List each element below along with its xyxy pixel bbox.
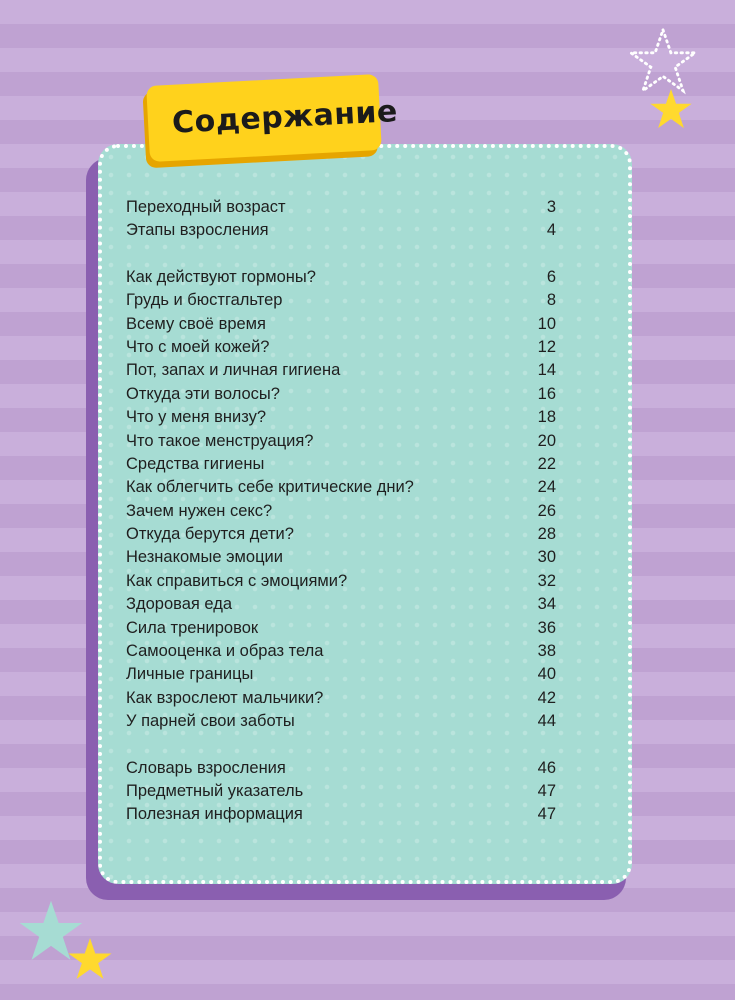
toc-entry[interactable]: Откуда эти волосы? 16: [126, 383, 556, 406]
toc-entry[interactable]: Что у меня внизу? 18: [126, 406, 556, 429]
toc-entry-title: Как взрослеют мальчики?: [126, 688, 324, 707]
toc-entry[interactable]: Всему своё время 10: [126, 313, 556, 336]
toc-entry-page: 3: [546, 198, 556, 216]
toc-entry-title: Всему своё время: [126, 314, 266, 333]
toc-entry-page: 47: [537, 805, 556, 824]
toc-entry[interactable]: Пот, запах и личная гигиена 14: [126, 359, 556, 382]
toc-entry-page: 32: [537, 571, 556, 590]
toc-entry[interactable]: Как справиться с эмоциями? 32: [126, 570, 556, 593]
toc-entry-page: 36: [537, 618, 556, 637]
toc-entry-page: 24: [537, 478, 556, 497]
toc-entry[interactable]: Сила тренировок 36: [126, 617, 556, 640]
table-of-contents: Переходный возраст 3 Этапы взросления 4 Как …: [126, 196, 556, 850]
toc-group: Переходный возраст 3 Этапы взросления 4: [126, 196, 556, 243]
toc-entry-page: 42: [537, 688, 556, 707]
toc-entry[interactable]: Здоровая еда 34: [126, 593, 556, 616]
toc-group: Как действуют гормоны? 6 Грудь и бюстгальт…: [126, 266, 556, 734]
toc-entry-title: У парней свои заботы: [126, 712, 295, 731]
toc-entry-page: 16: [537, 384, 556, 403]
toc-entry-title: Как действуют гормоны?: [126, 267, 316, 286]
toc-entry-title: Переходный возраст: [126, 198, 286, 216]
star-icon: [19, 900, 83, 960]
toc-entry-title: Этапы взросления: [126, 221, 269, 240]
toc-entry-title: Сила тренировок: [126, 618, 259, 637]
toc-entry-page: 22: [537, 454, 556, 473]
toc-entry[interactable]: Как действуют гормоны? 6: [126, 266, 556, 289]
toc-entry[interactable]: Переходный возраст 3: [126, 196, 556, 219]
toc-entry-title: Средства гигиены: [126, 454, 265, 473]
toc-group: Словарь взросления 46 Предметный указатель…: [126, 757, 556, 827]
toc-entry[interactable]: Что такое менструация? 20: [126, 430, 556, 453]
toc-entry-title: Незнакомые эмоции: [126, 548, 283, 567]
toc-entry-title: Предметный указатель: [126, 781, 304, 800]
toc-entry[interactable]: Грудь и бюстгальтер 8: [126, 289, 556, 312]
toc-entry[interactable]: Предметный указатель 47: [126, 780, 556, 803]
toc-entry-page: 26: [537, 501, 556, 520]
star-icon: [68, 938, 112, 979]
toc-entry-page: 6: [546, 267, 556, 286]
title-badge-face: Содержание: [146, 73, 399, 163]
toc-entry-page: 8: [546, 291, 556, 310]
toc-entry-page: 12: [537, 337, 556, 356]
toc-entry-title: Что у меня внизу?: [126, 408, 267, 427]
toc-entry[interactable]: У парней свои заботы 44: [126, 710, 556, 733]
toc-entry-title: Что такое менструация?: [126, 431, 314, 450]
toc-entry[interactable]: Личные границы 40: [126, 663, 556, 686]
toc-entry-page: 38: [537, 642, 556, 661]
toc-entry-title: Откуда эти волосы?: [126, 384, 280, 403]
toc-entry-page: 40: [537, 665, 556, 684]
toc-entry-page: 30: [537, 548, 556, 567]
toc-entry[interactable]: Полезная информация 47: [126, 803, 556, 826]
toc-entry-title: Пот, запах и личная гигиена: [126, 361, 341, 380]
toc-entry[interactable]: Словарь взросления 46: [126, 757, 556, 780]
toc-entry[interactable]: Этапы взросления 4: [126, 219, 556, 242]
toc-entry[interactable]: Откуда берутся дети? 28: [126, 523, 556, 546]
contents-card: [98, 144, 632, 884]
toc-entry-title: Словарь взросления: [126, 758, 286, 777]
toc-entry-title: Что с моей кожей?: [126, 337, 270, 356]
toc-entry-title: Полезная информация: [126, 805, 303, 824]
title-badge: Содержание: [142, 73, 399, 169]
toc-entry[interactable]: Как облегчить себе критические дни? 24: [126, 476, 556, 499]
toc-entry-title: Грудь и бюстгальтер: [126, 291, 283, 310]
toc-entry-page: 14: [537, 361, 556, 380]
toc-entry-title: Как справиться с эмоциями?: [126, 571, 348, 590]
toc-entry-title: Здоровая еда: [126, 595, 233, 614]
toc-entry-page: 18: [537, 408, 556, 427]
toc-entry[interactable]: Средства гигиены 22: [126, 453, 556, 476]
toc-entry-title: Как облегчить себе критические дни?: [126, 478, 414, 497]
page-title: Содержание: [171, 93, 399, 141]
toc-entry-page: 44: [537, 712, 556, 731]
toc-entry[interactable]: Зачем нужен секс? 26: [126, 500, 556, 523]
toc-entry-title: Зачем нужен секс?: [126, 501, 273, 520]
toc-entry-title: Откуда берутся дети?: [126, 525, 294, 544]
star-outline-icon: [627, 27, 699, 95]
toc-entry[interactable]: Незнакомые эмоции 30: [126, 546, 556, 569]
toc-entry-page: 10: [537, 314, 556, 333]
toc-entry-page: 28: [537, 525, 556, 544]
toc-entry-page: 20: [537, 431, 556, 450]
toc-entry[interactable]: Самооценка и образ тела 38: [126, 640, 556, 663]
toc-entry-page: 46: [537, 758, 556, 777]
toc-entry[interactable]: Что с моей кожей? 12: [126, 336, 556, 359]
toc-entry-title: Самооценка и образ тела: [126, 642, 324, 661]
toc-entry-title: Личные границы: [126, 665, 254, 684]
toc-entry-page: 4: [546, 221, 556, 240]
star-icon: [650, 88, 692, 129]
toc-entry-page: 34: [537, 595, 556, 614]
toc-entry[interactable]: Как взрослеют мальчики? 42: [126, 687, 556, 710]
toc-entry-page: 47: [537, 781, 556, 800]
